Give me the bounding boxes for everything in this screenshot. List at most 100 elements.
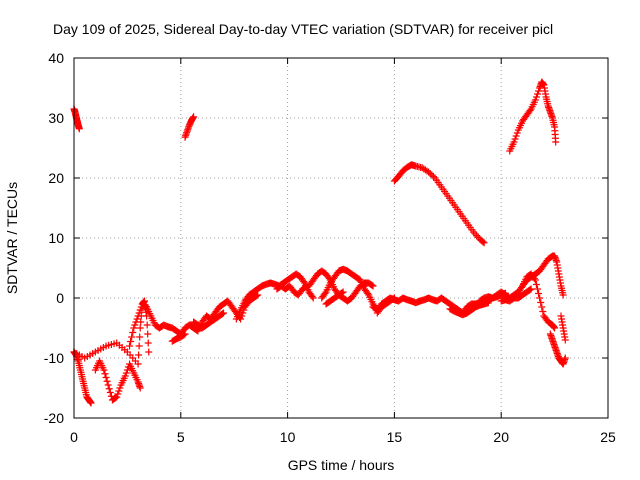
- y-tick-label: -20: [44, 410, 64, 426]
- data-point: [471, 230, 479, 238]
- series-arc-17: [373, 294, 398, 317]
- data-point: [254, 291, 262, 299]
- data-point: [511, 135, 519, 143]
- data-point: [425, 168, 433, 176]
- data-point: [105, 385, 113, 393]
- data-point: [512, 132, 520, 140]
- data-point: [338, 289, 346, 297]
- data-point: [428, 171, 436, 179]
- y-tick-label: -10: [44, 350, 64, 366]
- y-tick-label: 0: [56, 290, 64, 306]
- data-point: [321, 290, 329, 297]
- data-points: [70, 78, 569, 407]
- data-point: [75, 125, 83, 133]
- data-point: [532, 281, 540, 288]
- data-point: [133, 315, 141, 323]
- data-point: [130, 324, 138, 332]
- x-tick-label: 10: [280, 429, 296, 445]
- data-point: [539, 308, 547, 315]
- data-point: [309, 294, 317, 302]
- y-tick-label: 10: [48, 230, 64, 246]
- data-point: [135, 342, 143, 350]
- data-point: [369, 282, 377, 290]
- x-tick-label: 0: [70, 429, 78, 445]
- series-arc-15: [322, 288, 347, 308]
- series-arc-7: [91, 357, 144, 404]
- data-point: [180, 331, 188, 339]
- series-arc-9: [168, 330, 189, 345]
- data-point: [551, 324, 559, 332]
- data-point: [339, 288, 347, 296]
- data-point: [134, 312, 142, 320]
- data-point: [368, 281, 376, 289]
- data-point: [534, 285, 542, 293]
- data-point: [513, 129, 521, 137]
- data-point: [103, 377, 111, 385]
- data-point: [364, 290, 372, 297]
- data-point: [220, 309, 228, 317]
- data-point: [561, 354, 569, 362]
- data-point: [131, 321, 139, 329]
- data-point: [136, 324, 144, 332]
- data-point: [100, 366, 108, 374]
- data-point: [87, 399, 95, 407]
- data-point: [143, 321, 151, 329]
- data-point: [253, 292, 261, 300]
- data-point: [101, 370, 109, 378]
- data-point: [128, 333, 136, 341]
- data-point: [121, 372, 129, 380]
- data-point: [390, 294, 398, 302]
- data-point: [135, 309, 143, 317]
- series-arc-22: [546, 330, 569, 368]
- data-point: [534, 90, 542, 98]
- data-point: [123, 366, 131, 374]
- series-arc-11: [232, 270, 317, 323]
- data-point: [135, 351, 143, 359]
- data-point: [531, 96, 539, 104]
- data-point: [144, 339, 152, 347]
- series-arc-14: [318, 265, 381, 314]
- data-point: [300, 278, 308, 285]
- data-point: [112, 394, 120, 402]
- data-point: [106, 389, 114, 396]
- data-point: [535, 290, 543, 297]
- x-tick-label: 5: [177, 429, 185, 445]
- series-arc-21: [519, 270, 559, 332]
- series-arc-2: [181, 113, 198, 141]
- data-point: [134, 360, 142, 368]
- data-point: [126, 342, 134, 350]
- x-tick-label: 15: [387, 429, 403, 445]
- data-point: [181, 330, 189, 338]
- data-point: [532, 93, 540, 101]
- data-point: [190, 113, 198, 121]
- y-tick-label: 30: [48, 110, 64, 126]
- data-point: [535, 87, 543, 95]
- data-point: [308, 293, 316, 300]
- data-point: [479, 238, 487, 246]
- data-point: [526, 286, 534, 294]
- data-point: [144, 330, 152, 338]
- series-arc-23: [557, 312, 569, 344]
- data-point: [132, 318, 140, 326]
- series-arc-10: [190, 309, 228, 332]
- chart-title: Day 109 of 2025, Sidereal Day-to-day VTE…: [53, 21, 553, 37]
- data-point: [527, 285, 535, 293]
- data-point: [145, 348, 153, 356]
- series-arc-1: [70, 105, 83, 133]
- plot-frame: [73, 57, 609, 419]
- data-point: [484, 299, 492, 307]
- x-tick-label: 20: [493, 429, 509, 445]
- data-point: [426, 170, 434, 177]
- x-tick-label: 25: [600, 429, 616, 445]
- data-point: [218, 310, 226, 318]
- data-point: [526, 107, 534, 114]
- y-axis-label: SDTVAR / TECUs: [4, 182, 20, 294]
- data-point: [531, 276, 539, 284]
- data-point: [136, 333, 144, 341]
- y-tick-label: 40: [48, 50, 64, 66]
- data-point: [536, 294, 544, 302]
- data-point: [122, 369, 130, 377]
- data-point: [136, 306, 144, 314]
- data-point: [115, 387, 123, 395]
